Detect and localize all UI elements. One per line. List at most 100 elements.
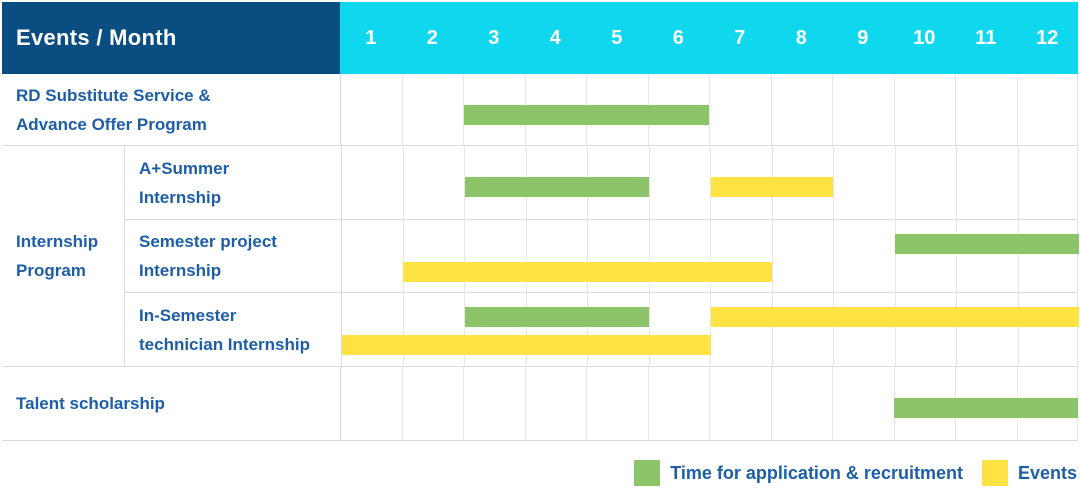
row-label-line: Internship	[139, 261, 222, 280]
month-gridline	[650, 146, 711, 219]
row-label-line: In-Semester	[139, 305, 237, 325]
month-gridline	[773, 146, 834, 219]
month-header-1: 1	[365, 26, 377, 49]
month-gridline	[834, 220, 896, 292]
month-gridline	[834, 146, 896, 219]
event-row: A+Summer Internship	[124, 146, 1078, 220]
events-table: Events / Month 1 2 3 4 5 6 7 8 9 10 11 12 Internshi…	[2, 2, 1079, 441]
month-header-10: 10	[913, 26, 936, 49]
month-gridline	[956, 74, 1018, 145]
month-gridline	[404, 220, 465, 292]
month-header-8: 8	[795, 26, 807, 49]
month-gridline	[895, 74, 956, 145]
month-gridline	[342, 293, 404, 366]
event-row: Semester project Internship	[124, 220, 1079, 293]
month-gridline	[650, 293, 711, 366]
month-header-11: 11	[975, 26, 997, 49]
month-gridline	[773, 220, 834, 292]
month-gridline	[896, 146, 957, 219]
application-bar	[894, 234, 1079, 254]
row-label: In-Semester technician Internship	[125, 293, 341, 366]
month-header-7: 7	[734, 26, 746, 49]
month-gridline	[773, 293, 834, 366]
month-gridline	[404, 146, 465, 219]
row-chart-area	[341, 293, 1079, 366]
event-bar	[710, 307, 1079, 327]
month-gridlines	[342, 220, 1079, 292]
month-gridline	[527, 293, 588, 366]
month-gridline	[957, 146, 1019, 219]
month-gridlines	[341, 74, 1078, 145]
month-gridlines	[342, 293, 1079, 366]
header-title: Events / Month	[16, 25, 177, 50]
month-gridline	[896, 220, 957, 292]
group-label-line: Program	[16, 261, 86, 280]
month-gridline	[465, 220, 527, 292]
row-label-line: Semester project	[139, 232, 277, 251]
row-label-line: Talent scholarship	[16, 394, 165, 413]
group-label-line: Internship	[16, 232, 99, 251]
row-label-line: RD Substitute Service &	[16, 85, 211, 105]
month-gridline	[465, 293, 527, 366]
month-gridline	[403, 367, 464, 440]
month-gridline	[341, 74, 403, 145]
month-gridline	[1019, 293, 1080, 366]
month-gridline	[588, 293, 650, 366]
row-chart-area	[341, 220, 1079, 292]
table-body: Internship Program RD Substitute Service &…	[2, 74, 1079, 441]
event-bar	[342, 335, 711, 355]
legend-label: Time for application & recruitment	[670, 462, 963, 483]
row-chart-area	[341, 146, 1079, 219]
month-gridline	[404, 293, 465, 366]
row-chart-area	[340, 74, 1078, 145]
event-row: Talent scholarship	[2, 367, 1078, 441]
month-gridline	[341, 367, 403, 440]
month-gridline	[649, 74, 710, 145]
month-gridline	[650, 220, 711, 292]
month-gridline	[957, 293, 1019, 366]
row-chart-area	[340, 367, 1078, 440]
legend-item-event: Events	[981, 460, 1077, 486]
application-swatch	[634, 460, 661, 486]
month-gridline	[464, 367, 526, 440]
row-label: Talent scholarship	[2, 367, 340, 440]
application-bar	[464, 177, 650, 197]
group-cell-internship-program: Internship Program	[2, 146, 124, 367]
legend-item-application: Time for application & recruitment	[634, 460, 963, 486]
month-gridline	[526, 367, 587, 440]
event-swatch	[981, 460, 1008, 486]
month-gridline	[1018, 74, 1079, 145]
month-gridline	[649, 367, 710, 440]
month-gridline	[834, 293, 896, 366]
row-label: Semester project Internship	[125, 220, 341, 292]
event-row: RD Substitute Service & Advance Offer Pro…	[2, 74, 1078, 146]
month-gridline	[711, 293, 773, 366]
month-header-4: 4	[549, 26, 561, 49]
month-gridline	[403, 74, 464, 145]
month-header-9: 9	[857, 26, 869, 49]
application-bar	[464, 307, 650, 327]
month-header-6: 6	[672, 26, 684, 49]
row-label: RD Substitute Service & Advance Offer Pro…	[2, 74, 340, 145]
month-header-12: 12	[1036, 26, 1059, 49]
month-gridline	[587, 367, 649, 440]
event-bar	[403, 262, 772, 282]
month-gridline	[710, 367, 772, 440]
month-gridline	[588, 220, 650, 292]
events-month-header-cell: Events / Month	[2, 2, 340, 74]
month-gridline	[1019, 146, 1080, 219]
month-header-3: 3	[488, 26, 500, 49]
month-header-5: 5	[611, 26, 623, 49]
month-gridline	[527, 220, 588, 292]
month-gridline	[772, 367, 833, 440]
row-label-line: Internship	[139, 187, 222, 207]
row-label-line: Advance Offer Program	[16, 114, 207, 134]
row-label: A+Summer Internship	[125, 146, 341, 219]
month-gridline	[833, 367, 895, 440]
month-gridline	[772, 74, 833, 145]
month-gridline	[896, 293, 957, 366]
event-bar	[710, 177, 834, 197]
row-label-line: A+Summer	[139, 158, 230, 178]
month-gridline	[710, 74, 772, 145]
